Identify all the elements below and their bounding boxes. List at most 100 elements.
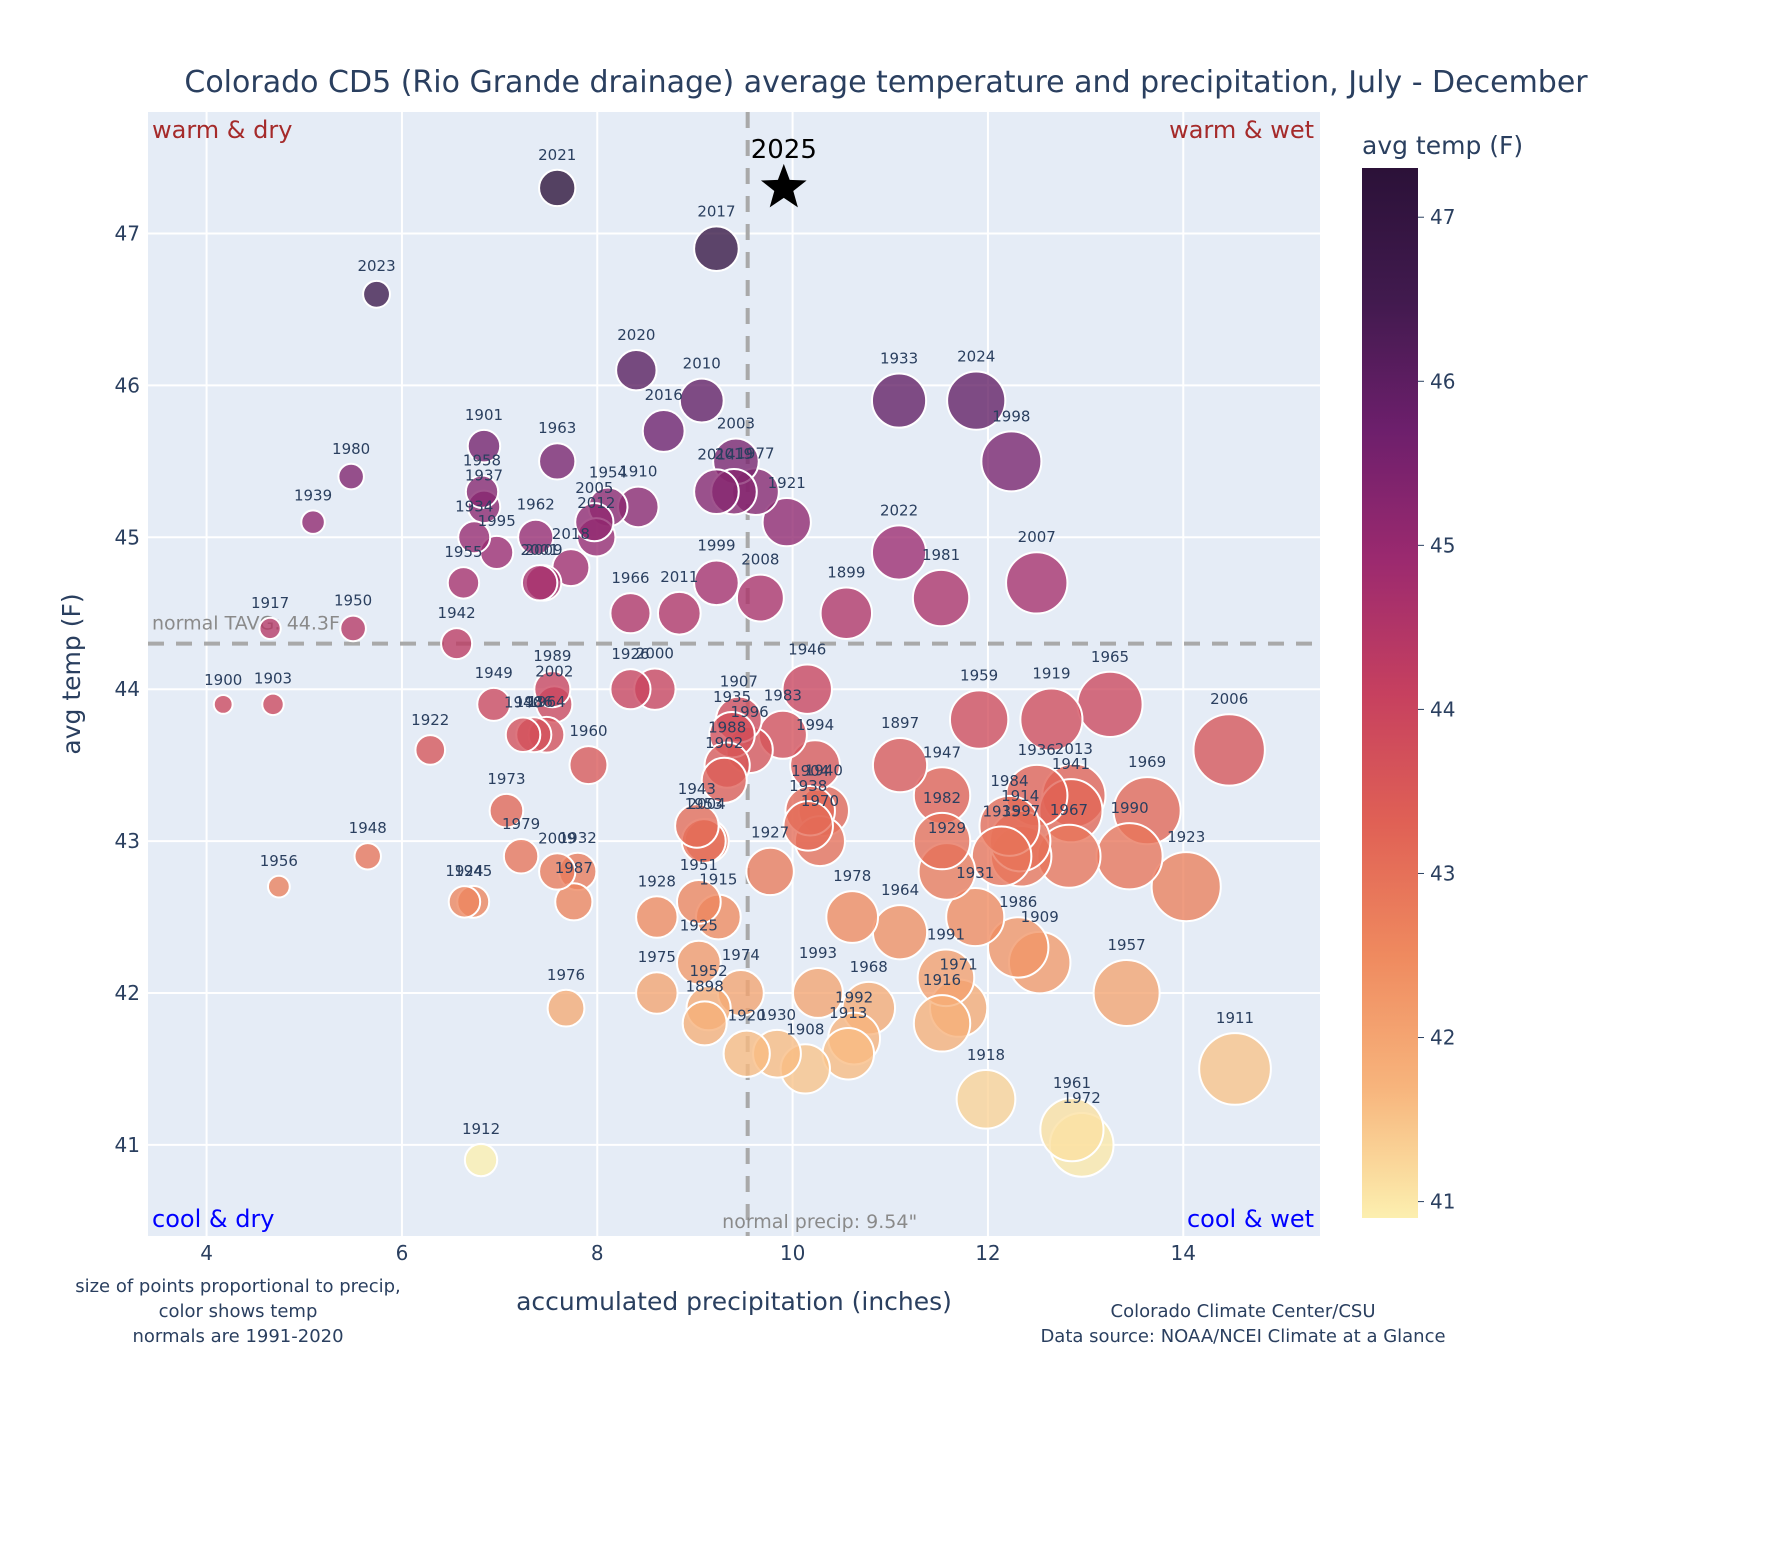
current-year-label: 2025 xyxy=(751,135,817,165)
data-point xyxy=(681,1000,728,1047)
colorbar-title: avg temp (F) xyxy=(1362,131,1523,160)
footnote-left-line-3: normals are 1991-2020 xyxy=(132,1326,343,1347)
chart-title: Colorado CD5 (Rio Grande drainage) avera… xyxy=(184,65,1588,100)
data-point xyxy=(520,564,559,602)
point-label: 1937 xyxy=(465,467,503,485)
point-label: 1964 xyxy=(527,693,565,711)
point-label: 1922 xyxy=(411,711,449,729)
point-label: 1960 xyxy=(569,722,607,740)
data-point xyxy=(675,939,722,986)
point-label: 1942 xyxy=(438,604,476,622)
y-tick-label: 44 xyxy=(115,677,140,701)
point-label: 1900 xyxy=(204,671,242,689)
data-point xyxy=(533,670,572,709)
y-axis-title: avg temp (F) xyxy=(57,593,86,754)
point-label: 1999 xyxy=(697,537,735,555)
point-label: 1990 xyxy=(1110,799,1148,817)
data-point xyxy=(641,409,686,453)
footnote-left: size of points proportional to precip, c… xyxy=(75,1276,401,1347)
point-label: 1897 xyxy=(881,714,919,732)
colorbar xyxy=(1362,168,1418,1218)
point-label: 2016 xyxy=(645,386,683,404)
data-point xyxy=(538,442,577,481)
y-tick-label: 42 xyxy=(115,981,140,1005)
point-label: 1913 xyxy=(829,1004,867,1022)
data-point xyxy=(1095,822,1164,891)
data-point xyxy=(781,663,833,715)
point-label: 1911 xyxy=(1216,1009,1254,1027)
data-point xyxy=(554,882,594,922)
point-label: 1903 xyxy=(254,670,292,688)
data-point xyxy=(258,616,282,641)
point-label: 1978 xyxy=(833,867,871,885)
point-label: 1996 xyxy=(731,703,769,721)
data-point xyxy=(546,988,586,1028)
x-tick-label: 10 xyxy=(780,1241,805,1265)
point-label: 1969 xyxy=(1128,753,1166,771)
point-label: 1958 xyxy=(463,452,501,470)
point-label: 1928 xyxy=(638,872,676,890)
data-point xyxy=(782,800,834,852)
point-label: 1908 xyxy=(786,1020,824,1038)
data-point xyxy=(440,627,474,661)
point-label: 2009 xyxy=(538,829,576,847)
data-point xyxy=(568,745,609,786)
credit-line-2: Data source: NOAA/NCEI Climate at a Glan… xyxy=(1040,1326,1445,1347)
point-label: 1915 xyxy=(699,871,737,889)
point-label: 1991 xyxy=(927,925,965,943)
data-point xyxy=(300,509,326,535)
point-label: 1995 xyxy=(478,512,516,530)
point-label: 1941 xyxy=(1052,755,1090,773)
data-point xyxy=(1192,713,1266,787)
point-label: 1950 xyxy=(334,592,372,610)
data-point xyxy=(912,994,972,1053)
point-label: 1964 xyxy=(881,881,919,899)
point-label: 2017 xyxy=(697,202,735,220)
data-point xyxy=(1076,670,1144,738)
point-label: 1947 xyxy=(923,743,961,761)
point-label: 1992 xyxy=(835,989,873,1007)
data-point xyxy=(609,592,652,635)
point-label: 2014 xyxy=(697,445,735,463)
data-point xyxy=(464,474,500,509)
data-point xyxy=(517,518,555,556)
y-tick-label: 41 xyxy=(115,1133,140,1157)
point-label: 1920 xyxy=(728,1007,766,1025)
point-label: 1959 xyxy=(960,666,998,684)
y-tick-label: 47 xyxy=(115,222,140,246)
point-label: 1963 xyxy=(538,419,576,437)
point-label: 1957 xyxy=(1108,936,1146,954)
data-point xyxy=(1005,551,1069,615)
colorbar-tick-label: 45 xyxy=(1430,533,1455,557)
point-label: 1916 xyxy=(923,971,961,989)
point-label: 1971 xyxy=(940,956,978,974)
point-label: 1976 xyxy=(547,966,585,984)
data-point xyxy=(615,348,658,392)
point-label: 1973 xyxy=(487,770,525,788)
colorbar-tick-label: 46 xyxy=(1430,369,1455,393)
point-label: 1925 xyxy=(680,917,718,935)
point-label: 1952 xyxy=(690,962,728,980)
point-label: 1977 xyxy=(736,444,774,462)
point-label: 1904 xyxy=(791,762,829,780)
data-point xyxy=(466,428,502,464)
point-label: 1912 xyxy=(462,1120,500,1138)
data-point xyxy=(635,971,679,1015)
y-tick-label: 46 xyxy=(115,373,140,397)
data-point xyxy=(476,686,512,722)
footnote-left-line-1: size of points proportional to precip, xyxy=(75,1276,401,1297)
y-tick-labels: 41 42 43 44 45 46 47 xyxy=(115,222,140,1157)
data-point xyxy=(735,573,785,623)
point-label: 1970 xyxy=(801,792,839,810)
point-label: 2006 xyxy=(1210,690,1248,708)
point-labels: 2021 2017 2023 2020 2010 1933 2024 2016 1998 1901… xyxy=(204,146,1254,1138)
point-label: 1921 xyxy=(768,474,806,492)
point-label: 1930 xyxy=(758,1006,796,1024)
x-tick-label: 6 xyxy=(396,1241,409,1265)
data-point xyxy=(337,462,365,491)
point-label: 1983 xyxy=(764,687,802,705)
quadrant-label-warm-dry: warm & dry xyxy=(152,116,292,144)
x-tick-label: 12 xyxy=(975,1241,1000,1265)
data-point xyxy=(825,890,880,944)
